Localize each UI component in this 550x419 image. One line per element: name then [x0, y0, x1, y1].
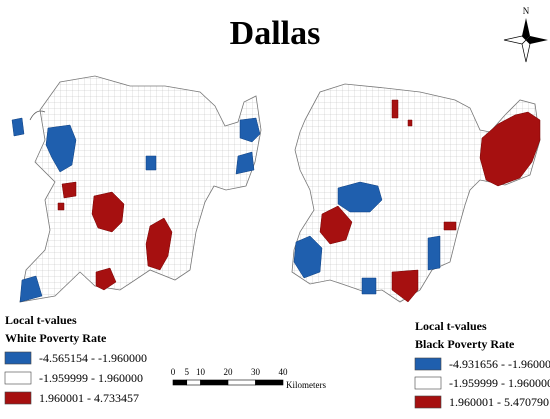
legend-label: 1.960001 - 4.733457 [39, 391, 139, 405]
legend-swatch [4, 371, 32, 385]
white-poverty-map [11, 75, 262, 303]
legend-swatch [4, 351, 32, 365]
legend-subtitle: Black Poverty Rate [415, 337, 515, 351]
scale-label: 20 [224, 367, 234, 377]
legend-swatch [414, 376, 442, 390]
scale-segment [227, 379, 256, 386]
legend-label: -4.565154 - -1.960000 [39, 351, 147, 365]
legend-heading: Local t-values [5, 313, 77, 327]
scale-segment [186, 379, 201, 386]
scale-label: 40 [279, 367, 289, 377]
legend-swatch [4, 391, 32, 405]
scale-segment [255, 379, 284, 386]
scale-segment [172, 379, 188, 386]
legend-label: -4.931656 - -1.960000 [449, 357, 550, 371]
legend-label: -1.959999 - 1.960000 [39, 371, 143, 385]
north-arrow: N [503, 6, 548, 63]
scale-label: 30 [251, 367, 261, 377]
legends: Local t-values White Poverty Rate -4.56515… [4, 313, 550, 409]
black-poverty-map [291, 83, 541, 303]
north-label: N [523, 6, 530, 16]
scale-label: 10 [196, 367, 206, 377]
legend-swatch [414, 357, 442, 371]
legend-heading: Local t-values [415, 319, 487, 333]
legend-subtitle: White Poverty Rate [5, 331, 107, 345]
scale-label: 0 [171, 367, 176, 377]
legend-label: 1.960001 - 5.470790 [449, 395, 549, 409]
scale-unit: Kilometers [286, 380, 326, 390]
legend-swatch [414, 395, 442, 409]
title: Dallas [230, 15, 321, 52]
scale-segment [200, 379, 229, 386]
scale-label: 5 [185, 367, 190, 377]
scale-bar: 0 5 10 20 30 40 Kilometers [171, 367, 327, 390]
legend-label: -1.959999 - 1.960000 [449, 376, 550, 390]
